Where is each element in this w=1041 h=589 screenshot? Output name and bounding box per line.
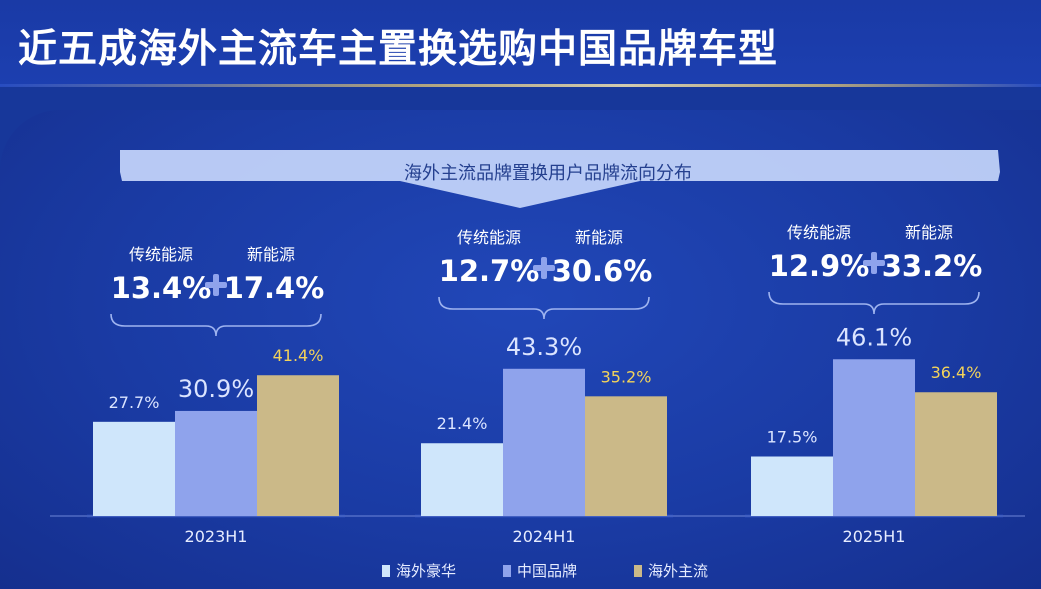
- plus-icon: [871, 252, 877, 274]
- title-divider: [0, 84, 1041, 87]
- data-label: 17.5%: [767, 428, 818, 447]
- traditional-pct: 13.4%: [111, 271, 212, 305]
- data-label: 21.4%: [437, 414, 488, 433]
- traditional-label: 传统能源: [129, 245, 193, 264]
- data-label: 30.9%: [178, 375, 254, 403]
- data-label: 43.3%: [506, 333, 582, 361]
- bar-中国品牌-2024H1: [503, 368, 585, 516]
- x-tick-label: 2025H1: [843, 527, 906, 546]
- traditional-pct: 12.7%: [439, 254, 540, 288]
- legend-label: 中国品牌: [517, 562, 577, 580]
- legend-swatch: [503, 565, 511, 577]
- data-label: 27.7%: [109, 393, 160, 412]
- nev-label: 新能源: [575, 228, 623, 247]
- bar-中国品牌-2023H1: [175, 410, 257, 516]
- bar-中国品牌-2025H1: [833, 359, 915, 516]
- nev-label: 新能源: [905, 223, 953, 242]
- plus-icon: [541, 257, 547, 279]
- page-title: 近五成海外主流车主置换选购中国品牌车型: [18, 27, 779, 72]
- bar-海外豪华-2025H1: [751, 456, 833, 516]
- nev-pct: 30.6%: [552, 254, 653, 288]
- x-tick-label: 2024H1: [513, 527, 576, 546]
- bar-海外豪华-2023H1: [93, 421, 175, 516]
- bar-海外主流-2024H1: [585, 396, 667, 516]
- data-label: 36.4%: [931, 363, 982, 382]
- bar-海外主流-2025H1: [915, 392, 997, 516]
- legend-label: 海外豪华: [396, 562, 456, 580]
- data-label: 35.2%: [601, 367, 652, 386]
- nev-label: 新能源: [247, 245, 295, 264]
- legend-label: 海外主流: [648, 562, 708, 580]
- nev-pct: 33.2%: [882, 249, 983, 283]
- bar-海外豪华-2024H1: [421, 443, 503, 516]
- data-label: 46.1%: [836, 323, 912, 351]
- traditional-label: 传统能源: [787, 223, 851, 242]
- bar-海外主流-2023H1: [257, 375, 339, 516]
- brace-icon: [110, 313, 322, 337]
- banner-text: 海外主流品牌置换用户品牌流向分布: [404, 163, 692, 184]
- brace-icon: [768, 291, 980, 315]
- legend-swatch: [382, 565, 390, 577]
- data-label: 41.4%: [273, 346, 324, 365]
- legend-swatch: [634, 565, 642, 577]
- plus-icon: [213, 274, 219, 296]
- banner-shape: [120, 150, 1000, 208]
- brace-icon: [438, 296, 650, 320]
- traditional-pct: 12.9%: [769, 249, 870, 283]
- nev-pct: 17.4%: [224, 271, 325, 305]
- x-tick-label: 2023H1: [185, 527, 248, 546]
- traditional-label: 传统能源: [457, 228, 521, 247]
- title-band: [0, 0, 1041, 86]
